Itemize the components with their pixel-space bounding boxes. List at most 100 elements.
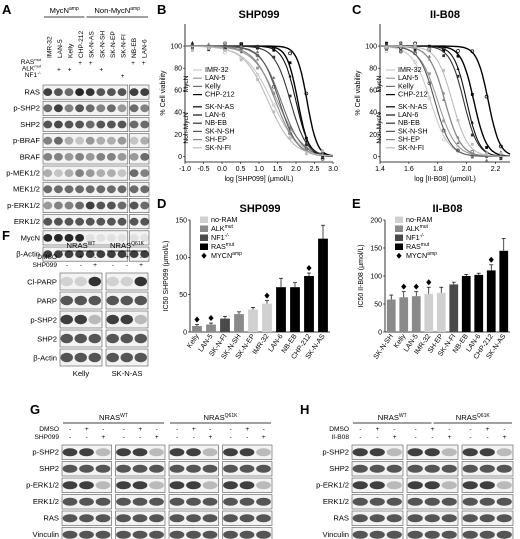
legend-entry-base: MYCN: [406, 251, 427, 260]
blot-band: [149, 464, 164, 473]
blot-band: [106, 120, 116, 129]
cell-line-label: IMR-32: [46, 36, 53, 58]
blot-band: [96, 233, 106, 242]
bar: [436, 292, 446, 332]
blot-band: [352, 514, 368, 523]
treatment-mark: -: [486, 434, 488, 441]
blot-band: [407, 464, 423, 473]
treatment-mark: +: [155, 434, 159, 441]
blot-band: [117, 217, 127, 226]
bar: [206, 324, 216, 332]
blot-band: [85, 120, 95, 129]
blot-band: [352, 448, 368, 457]
treatment-mark: +: [139, 262, 143, 269]
treatment-mark: +: [431, 426, 435, 433]
blot-band: [202, 481, 218, 490]
blot-band: [117, 250, 127, 259]
legend-swatch: [200, 234, 208, 241]
blot-band: [479, 514, 495, 523]
blot-band: [186, 497, 201, 506]
bar: [304, 276, 314, 332]
blot-strip: [42, 117, 129, 132]
data-point: [442, 68, 446, 72]
blot-band: [352, 497, 368, 506]
condition-header-base: NRAS: [204, 413, 225, 422]
treatment-mark: +: [79, 254, 83, 261]
mutation-row-label: RASmut: [21, 57, 42, 66]
blot-band: [120, 333, 133, 344]
blot-band: [85, 201, 95, 210]
data-point: [255, 50, 260, 53]
blot-band: [60, 333, 73, 344]
blot-band: [132, 530, 148, 539]
blot-band: [117, 152, 127, 161]
blot-band: [424, 464, 440, 473]
blot-band: [79, 497, 94, 506]
data-point: [304, 152, 308, 156]
treatment-label: DMSO: [329, 426, 349, 433]
blot-band: [74, 295, 87, 306]
condition-header-sup: WT: [399, 413, 407, 419]
bar: [474, 274, 484, 332]
blot-band: [117, 233, 127, 242]
group-label: MycN: [183, 75, 190, 92]
blot-band: [60, 295, 73, 306]
blot-band: [140, 136, 150, 145]
data-point: [207, 42, 211, 46]
panel-c-viability-chart: II-B08 0 20 40 60 80 100 1.4 1.6 1.8 2.0 2.2 log [II…: [355, 9, 511, 183]
blot-row-label: p-ERK1/2: [7, 201, 40, 210]
treatment-mark: +: [125, 254, 129, 261]
mutation-mark: +: [89, 60, 93, 67]
data-point: [470, 120, 474, 124]
legend-entry: LAN-6: [205, 110, 225, 119]
panel-label-h: H: [300, 402, 309, 417]
blot-band: [149, 448, 164, 457]
blot-band: [186, 464, 201, 473]
data-point: [190, 40, 194, 44]
treatment-mark: -: [414, 426, 416, 433]
data-point: [256, 44, 259, 48]
data-point: [288, 51, 292, 56]
blot-band: [149, 514, 164, 523]
mutation-row-label-sup: mut: [34, 64, 42, 69]
blot-band: [424, 514, 440, 523]
legend-entry: SH-EP: [398, 135, 420, 144]
blot-band: [256, 530, 271, 539]
legend-entry: ALKmut: [211, 224, 234, 233]
treatment-mark: -: [414, 434, 416, 441]
x-tick-label: 2.0: [462, 166, 472, 173]
data-point: [304, 147, 308, 151]
blot-band: [169, 497, 185, 506]
treatment-mark: -: [376, 434, 378, 441]
data-point: [223, 49, 227, 52]
bar: [424, 293, 434, 332]
condition-header-base: NRAS: [67, 241, 88, 250]
data-point: [499, 144, 503, 149]
treatment-mark: -: [448, 426, 450, 433]
blot-band: [407, 514, 423, 523]
blot-band: [85, 88, 95, 97]
bar: [386, 299, 396, 332]
blot-band: [129, 201, 139, 210]
y-tick-label: 50: [179, 292, 187, 299]
legend-entry: SK-N-FI: [398, 143, 424, 152]
bar: [248, 309, 258, 332]
blot-band: [85, 185, 95, 194]
blot-band: [117, 88, 127, 97]
blot-band: [53, 152, 63, 161]
legend-entry: CHP-212: [205, 90, 235, 99]
blot-band: [64, 185, 74, 194]
blot-band: [43, 250, 53, 259]
bar: [399, 297, 409, 332]
legend-entry: MYCNamp: [406, 251, 437, 260]
blot-band: [441, 514, 457, 523]
y-tick-label: 0: [178, 154, 182, 161]
y-tick-label: 100: [365, 43, 377, 50]
legend-entry-sup: -/-: [225, 233, 230, 239]
data-point: [272, 48, 276, 52]
blot-band: [117, 201, 127, 210]
data-point: [470, 93, 474, 96]
treatment-label: SHP099: [34, 434, 59, 441]
blot-band: [186, 514, 201, 523]
y-tick-label: 150: [175, 217, 187, 224]
